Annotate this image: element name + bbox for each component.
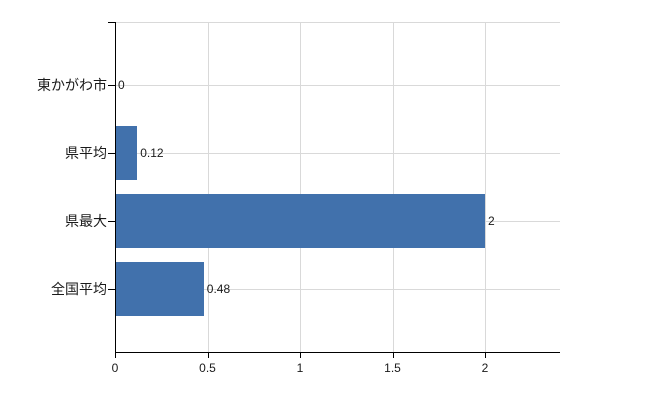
y-axis-tick <box>108 289 115 290</box>
x-tick-label: 1 <box>296 361 304 375</box>
x-axis-tick <box>207 352 209 358</box>
bar <box>115 126 138 180</box>
category-label: 県平均 <box>65 145 107 161</box>
x-tick-label: 2 <box>481 361 489 375</box>
y-gridline <box>115 289 560 290</box>
x-axis-line <box>115 352 560 353</box>
x-gridline <box>300 22 301 352</box>
x-gridline <box>392 22 394 352</box>
x-axis-tick <box>300 352 301 358</box>
bar-value-label: 0.12 <box>140 146 164 160</box>
y-gridline <box>115 85 560 86</box>
x-tick-label: 1.5 <box>384 361 401 375</box>
y-axis-tick <box>108 22 115 23</box>
category-label: 全国平均 <box>51 281 107 297</box>
bar-value-label: 2 <box>488 214 495 228</box>
bar <box>115 262 204 316</box>
x-axis-tick <box>485 352 486 358</box>
bar <box>115 194 485 248</box>
y-axis-tick <box>108 85 115 86</box>
plot-top-border <box>115 22 560 23</box>
y-axis-tick <box>108 221 115 222</box>
x-axis-tick <box>115 352 116 358</box>
bar-value-label: 0 <box>118 78 125 92</box>
y-gridline <box>115 153 560 154</box>
x-axis-tick <box>392 352 394 358</box>
bar-value-label: 0.48 <box>206 282 231 296</box>
y-axis-line <box>115 22 116 352</box>
category-label: 県最大 <box>65 213 107 229</box>
x-gridline <box>207 22 209 352</box>
x-gridline <box>485 22 486 352</box>
category-label: 東かがわ市 <box>37 77 107 93</box>
x-tick-label: 0 <box>111 361 119 375</box>
x-tick-label: 0.5 <box>199 361 216 375</box>
y-axis-tick <box>108 153 115 154</box>
